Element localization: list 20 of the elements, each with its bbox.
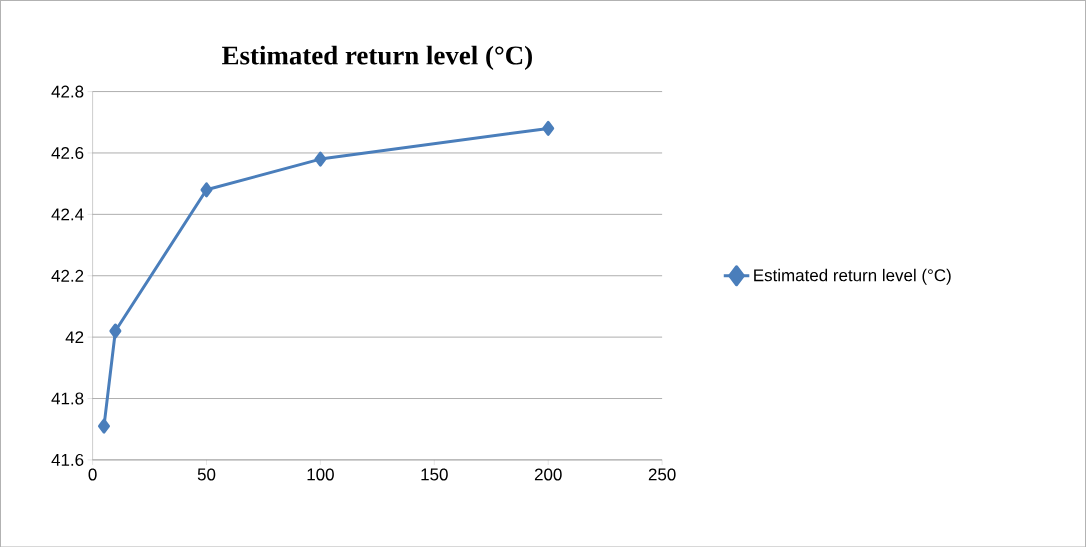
y-tick-label: 42.6	[51, 146, 84, 159]
y-tick-label: 42.4	[51, 208, 84, 221]
x-tick-label: 100	[307, 468, 334, 481]
y-tick-label: 42	[65, 330, 84, 343]
point	[97, 418, 110, 434]
legend-label: Estimated return level (°C)	[754, 268, 951, 285]
x-tick-label: 200	[534, 468, 562, 481]
y-tick-label: 42.2	[51, 269, 84, 282]
point	[200, 182, 213, 198]
point	[542, 120, 555, 136]
x-tick-label: 50	[197, 468, 216, 481]
x-tick-label: 150	[421, 468, 448, 481]
point	[109, 323, 122, 339]
chart-title: Estimated return level (°C)	[222, 45, 532, 70]
point	[314, 151, 327, 167]
y-tick-label: 41.6	[51, 453, 84, 466]
x-tick-label: 0	[88, 468, 97, 481]
x-tick-label: 250	[648, 468, 676, 481]
y-tick-label: 41.8	[51, 392, 84, 405]
y-tick-label: 42.8	[51, 85, 84, 98]
